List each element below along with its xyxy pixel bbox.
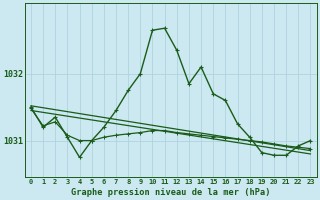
X-axis label: Graphe pression niveau de la mer (hPa): Graphe pression niveau de la mer (hPa) bbox=[71, 188, 270, 197]
